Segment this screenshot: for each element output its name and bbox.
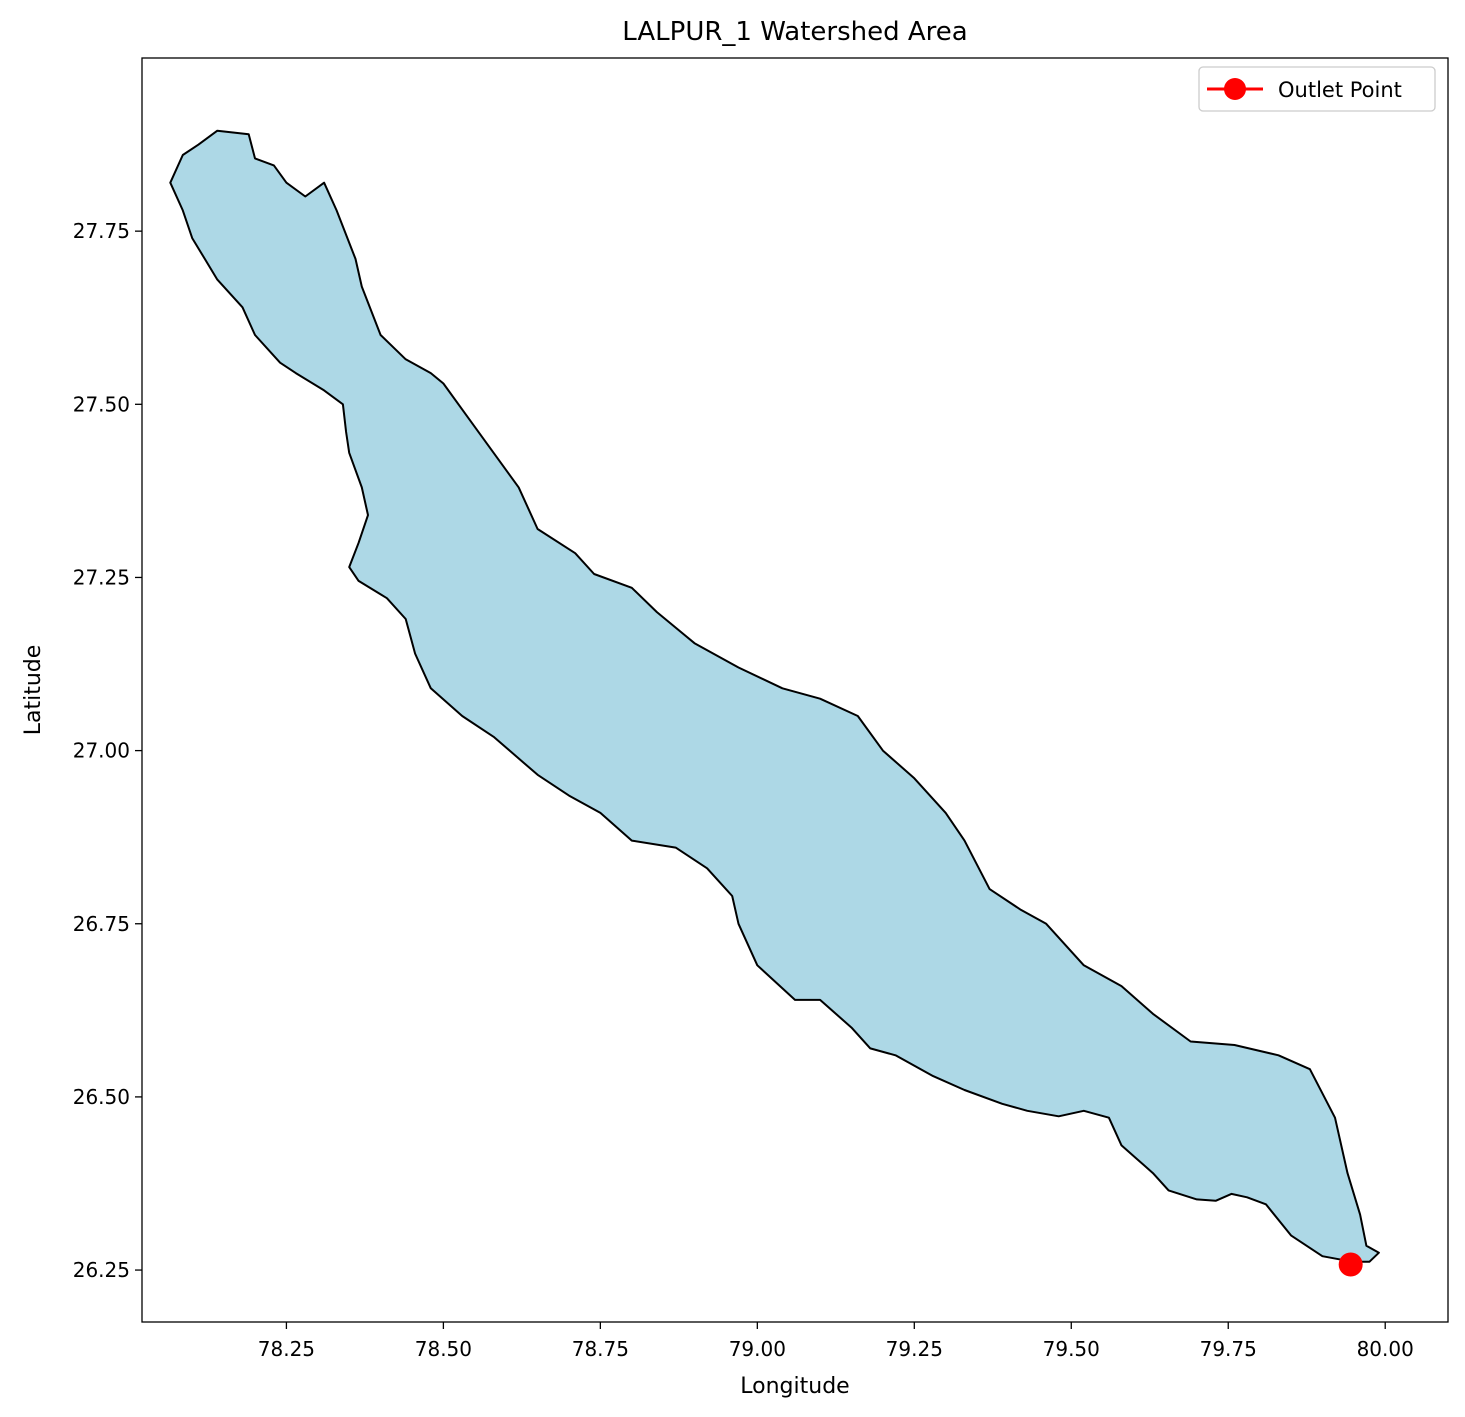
y-tick-label: 27.50 — [73, 392, 130, 416]
x-tick-label: 80.00 — [1357, 1337, 1414, 1361]
x-tick-label: 79.50 — [1043, 1337, 1100, 1361]
legend-box — [1198, 66, 1436, 112]
legend-label: Outlet Point — [1278, 78, 1402, 102]
y-tick-label: 26.25 — [73, 1258, 130, 1282]
x-tick-label: 78.25 — [258, 1337, 315, 1361]
watershed-polygon — [169, 129, 1380, 1263]
x-tick-label: 79.00 — [729, 1337, 786, 1361]
y-tick-label: 27.25 — [73, 565, 130, 589]
x-tick-label: 79.25 — [886, 1337, 943, 1361]
y-axis: 26.25 26.50 26.75 27.00 27.25 27.50 27.75 — [73, 219, 142, 1282]
legend: Outlet Point — [1198, 66, 1436, 112]
chart-title: LALPUR_1 Watershed Area — [622, 17, 967, 47]
y-axis-label: Latitude — [21, 645, 46, 736]
y-tick-label: 27.75 — [73, 219, 130, 243]
x-tick-label: 79.75 — [1200, 1337, 1257, 1361]
x-axis-label: Longitude — [740, 1374, 849, 1399]
plot-area — [141, 57, 1449, 1323]
x-tick-label: 78.50 — [415, 1337, 472, 1361]
x-axis: 78.25 78.50 78.75 79.00 79.25 79.50 79.75 80.00 — [258, 1322, 1414, 1361]
outlet-point-marker — [1338, 1252, 1363, 1277]
legend-marker — [1224, 78, 1246, 100]
axes-frame — [141, 57, 1449, 1323]
y-tick-label: 26.75 — [73, 912, 130, 936]
y-tick-label: 27.00 — [73, 739, 130, 763]
x-tick-label: 78.75 — [572, 1337, 629, 1361]
y-tick-label: 26.50 — [73, 1085, 130, 1109]
